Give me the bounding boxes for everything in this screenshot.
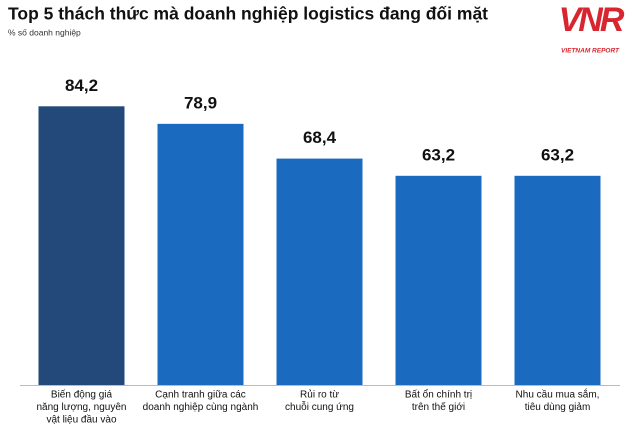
value-label: 68,4: [303, 128, 337, 147]
bar: [514, 175, 601, 385]
bar: [395, 175, 482, 385]
x-tick-label: trên thế giới: [412, 401, 465, 413]
logo-caption: VIETNAM REPORT: [561, 48, 620, 55]
x-tick-label: doanh nghiệp cùng ngành: [143, 402, 259, 413]
logo-mark: VNR: [559, 1, 625, 39]
bar: [38, 106, 125, 385]
x-tick-label: Nhu cầu mua sắm,: [516, 388, 600, 401]
value-label: 63,2: [541, 145, 574, 164]
x-tick-label: Biến động giá: [51, 389, 113, 401]
bar: [276, 158, 363, 385]
value-label: 63,2: [422, 145, 455, 164]
x-tick-label: chuỗi cung ứng: [285, 400, 354, 413]
bar: [157, 123, 244, 385]
chart-subtitle: % số doanh nghiệp: [8, 27, 81, 37]
x-tick-label: Cạnh tranh giữa các: [155, 390, 246, 401]
value-label: 84,2: [65, 76, 98, 95]
x-tick-label: Bất ổn chính trị: [405, 389, 472, 401]
x-tick-label: tiêu dùng giảm: [525, 402, 591, 413]
value-label: 78,9: [184, 93, 217, 112]
chart-title: Top 5 thách thức mà doanh nghiệp logisti…: [8, 4, 488, 24]
x-tick-label: Rủi ro từ: [300, 389, 339, 401]
x-tick-label: năng lượng, nguyên: [37, 402, 127, 413]
x-tick-label: vật liệu đầu vào: [46, 414, 116, 426]
